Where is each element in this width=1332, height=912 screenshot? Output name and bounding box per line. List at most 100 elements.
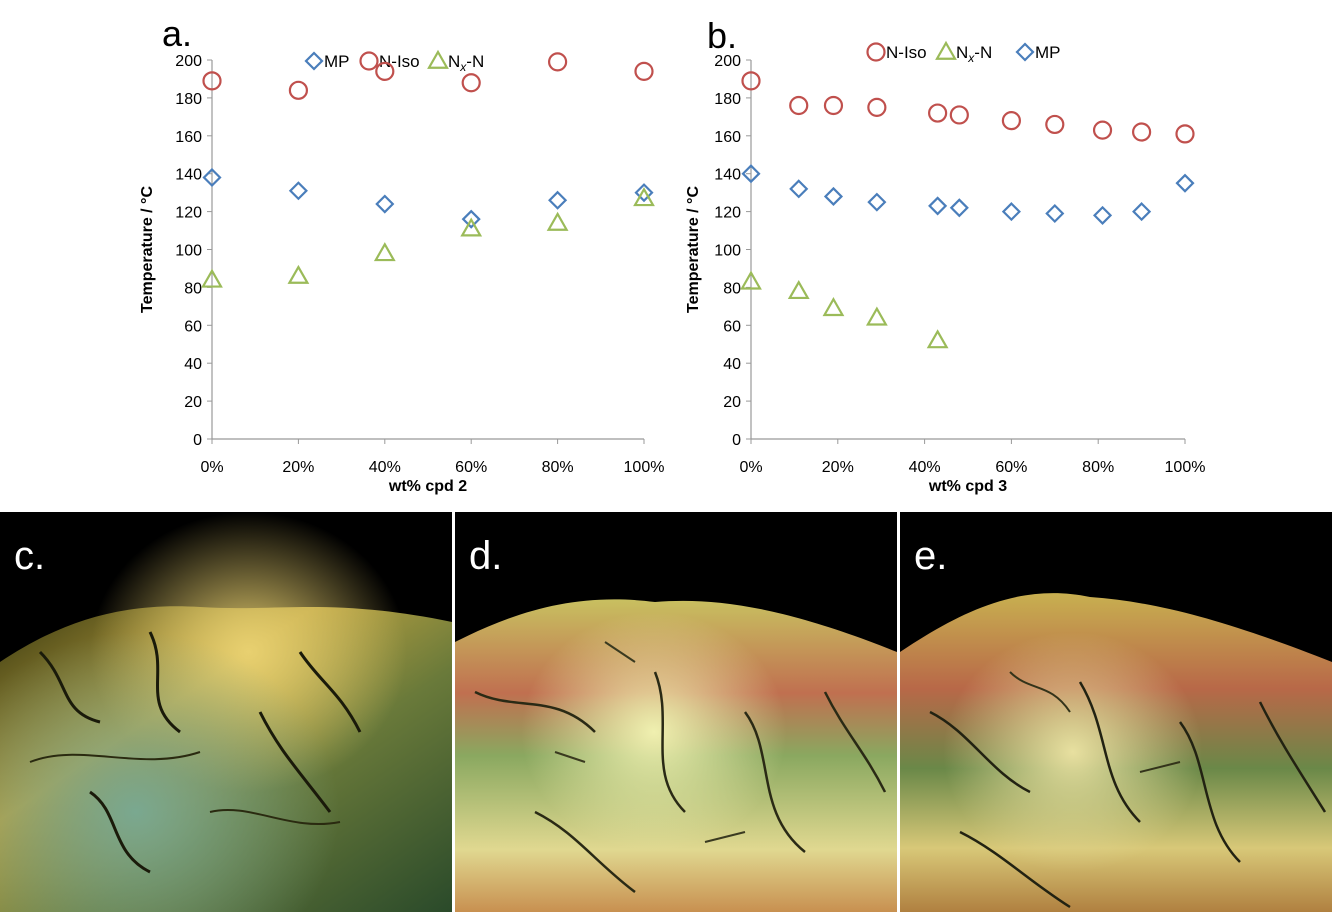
data-point: [287, 264, 310, 284]
data-point: [546, 211, 569, 231]
legend-label: Nx-N: [448, 52, 484, 74]
legend-label: N-Iso: [379, 52, 420, 71]
y-tick-label: 40: [723, 356, 741, 373]
data-point: [740, 270, 762, 290]
x-tick-label: 80%: [1082, 459, 1114, 476]
data-point: [375, 194, 395, 214]
micrograph-d-image: [455, 512, 897, 912]
data-point: [823, 95, 844, 116]
legend-marker: [427, 49, 449, 69]
legend-item-n-iso: N-Iso: [359, 51, 420, 71]
data-point: [741, 164, 761, 184]
x-tick-label: 60%: [995, 459, 1027, 476]
micrograph-e: e.: [900, 512, 1332, 912]
legend-marker: [304, 51, 324, 71]
chart-b: b. 0 20 40 60 80 100 120 140 160 180 200 0% 20% 40% 60%…: [685, 15, 1205, 495]
data-point: [789, 95, 809, 116]
legend-label: N-Iso: [886, 43, 927, 62]
micrograph-c: c.: [0, 512, 452, 912]
y-tick-label: 120: [714, 205, 741, 222]
y-tick-label: 180: [175, 91, 202, 108]
legend-item-n-iso: N-Iso: [866, 42, 927, 62]
data-point: [201, 268, 223, 288]
data-point: [1045, 114, 1065, 135]
x-tick-label: 80%: [542, 459, 574, 476]
data-point: [1045, 203, 1065, 224]
y-tick-label: 0: [193, 432, 202, 449]
legend-item-mp: MP: [1015, 42, 1061, 62]
y-tick-label: 20: [184, 394, 202, 411]
legend-item-n: Nx-N: [427, 49, 484, 74]
legend-marker: [935, 40, 957, 60]
legend-marker: [866, 42, 886, 62]
micrograph-d: d.: [455, 512, 897, 912]
chart-a: a. 0 20 40 60 80 100 120 140 160 180 200 0% 20% 40% 60%…: [139, 13, 664, 495]
y-tick-label: 160: [175, 129, 202, 146]
y-tick-label: 60: [723, 318, 741, 335]
data-point: [822, 297, 845, 317]
x-tick-label: 0%: [200, 459, 223, 476]
data-point: [787, 279, 810, 300]
y-tick-label: 200: [175, 53, 202, 70]
x-tick-label: 0%: [739, 459, 762, 476]
panel-label-e: e.: [914, 534, 948, 578]
x-axis-label: wt% cpd 3: [928, 478, 1007, 495]
y-tick-label: 100: [175, 243, 202, 260]
data-point: [461, 209, 481, 229]
data-point: [202, 167, 222, 188]
legend-marker: [1015, 42, 1035, 62]
micrograph-e-image: [900, 512, 1332, 912]
series-n: [740, 270, 949, 349]
data-point: [1131, 122, 1152, 142]
legend-item-mp: MP: [304, 51, 350, 71]
panel-label: b.: [707, 15, 737, 56]
legend-label: MP: [324, 52, 350, 71]
panel-label-c: c.: [14, 534, 46, 578]
x-tick-label: 100%: [624, 459, 665, 476]
series-n-iso: [741, 71, 1195, 144]
data-point: [949, 198, 969, 218]
y-tick-label: 180: [714, 91, 741, 108]
x-axis-label: wt% cpd 2: [388, 478, 467, 495]
data-point: [1001, 202, 1021, 222]
data-point: [1175, 124, 1195, 144]
panel-label: a.: [162, 13, 192, 54]
data-point: [548, 190, 568, 210]
data-point: [865, 306, 888, 326]
x-tick-label: 40%: [909, 459, 941, 476]
series-n: [201, 187, 655, 288]
data-point: [1001, 111, 1022, 131]
data-point: [461, 73, 481, 93]
y-tick-label: 60: [184, 318, 202, 335]
data-point: [928, 196, 948, 216]
data-point: [288, 181, 308, 201]
data-point: [375, 61, 395, 81]
data-point: [288, 80, 308, 100]
y-tick-label: 0: [732, 432, 741, 449]
data-point: [926, 329, 949, 349]
legend-label: Nx-N: [956, 43, 992, 65]
y-tick-label: 140: [714, 167, 741, 184]
panel-label-d: d.: [469, 534, 503, 578]
data-point: [634, 61, 654, 81]
y-tick-label: 120: [175, 205, 202, 222]
y-axis-label: Temperature / °C: [685, 186, 702, 313]
legend-item-n: Nx-N: [935, 40, 992, 65]
data-point: [741, 71, 761, 91]
series-n-iso: [202, 52, 654, 100]
y-tick-label: 100: [714, 243, 741, 260]
data-point: [1092, 205, 1113, 225]
y-tick-label: 20: [723, 394, 741, 411]
data-point: [547, 52, 568, 72]
y-tick-label: 160: [714, 129, 741, 146]
series-mp: [202, 167, 654, 229]
data-point: [202, 71, 222, 91]
x-tick-label: 100%: [1165, 459, 1206, 476]
data-point: [928, 103, 948, 123]
data-point: [867, 97, 887, 117]
data-point: [823, 186, 844, 206]
data-point: [633, 187, 655, 207]
legend-label: MP: [1035, 43, 1061, 62]
x-tick-label: 20%: [822, 459, 854, 476]
